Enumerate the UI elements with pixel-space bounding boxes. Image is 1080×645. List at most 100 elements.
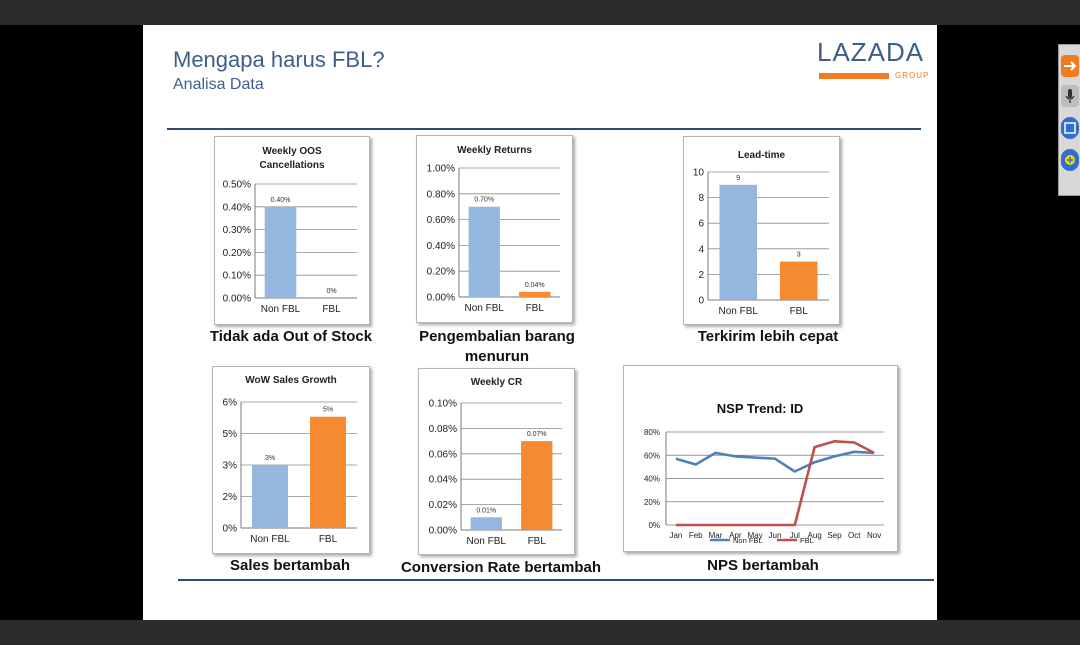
legend-label: FBL (800, 536, 814, 545)
y-tick-label: 0.40% (223, 202, 251, 213)
y-tick-label: 0% (223, 524, 238, 535)
chart-cr-panel: Weekly CR 0.00% 0.02% 0.04% 0.06% 0.08% 0.10% 0… (418, 368, 575, 555)
x-tick-label: Jul (790, 531, 800, 540)
y-tick-label: 0 (698, 296, 704, 307)
x-tick-label: FBL (790, 306, 809, 317)
y-tick-label: 0.08% (429, 424, 457, 435)
y-tick-label: 0.04% (429, 475, 457, 486)
y-tick-label: 6% (223, 398, 238, 409)
logo-text: LAZADA (817, 37, 925, 67)
x-tick-label: Non FBL (467, 536, 507, 547)
slide-title: Mengapa harus FBL? (173, 47, 385, 72)
chart-leadtime: Lead-time 0 2 4 6 8 10 9 Non FBL 3 FBL (693, 150, 829, 317)
x-tick-label: FBL (528, 536, 547, 547)
x-tick-label: Nov (867, 531, 881, 540)
y-tick-label: 20% (644, 498, 660, 507)
y-tick-label: 4 (698, 244, 704, 255)
x-tick-label: Feb (689, 531, 703, 540)
bar-fbl (779, 261, 818, 300)
side-tool-panel (1058, 44, 1080, 196)
slide-subtitle: Analisa Data (173, 76, 264, 93)
caption-leadtime: Terkirim lebih cepat (697, 328, 839, 345)
y-tick-label: 0.10% (429, 399, 457, 410)
microphone-icon[interactable] (1061, 85, 1079, 107)
chart-title: WoW Sales Growth (245, 375, 337, 386)
caption-oos: Tidak ada Out of Stock (209, 328, 373, 345)
bar-non-fbl (719, 184, 758, 300)
bottom-bar (0, 620, 1080, 645)
top-bar (0, 0, 1080, 25)
x-tick-label: Non FBL (719, 306, 759, 317)
y-tick-label: 0.02% (429, 500, 457, 511)
x-tick-label: Jun (769, 531, 782, 540)
bar-non-fbl (470, 517, 502, 530)
y-tick-label: 3% (223, 461, 238, 472)
x-tick-label: Non FBL (250, 534, 290, 545)
x-tick-label: Sep (827, 531, 842, 540)
slide: Mengapa harus FBL? Analisa Data LAZADA G… (143, 25, 937, 620)
y-tick-label: 2% (223, 492, 238, 503)
y-tick-label: 0.60% (427, 215, 455, 226)
data-label: 0.70% (474, 197, 494, 204)
x-tick-label: Aug (808, 531, 822, 540)
chart-title-line-1: Weekly OOS (262, 146, 322, 157)
chart-sales-panel: WoW Sales Growth 0% 2% 3% 5% 6% 3% Non FBL 5% FBL (212, 366, 370, 554)
x-tick-label: FBL (319, 534, 338, 545)
top-divider (167, 128, 921, 130)
bottom-divider (178, 579, 934, 581)
x-tick-label: May (748, 531, 763, 540)
logo-bar (819, 73, 889, 79)
data-label: 3 (797, 252, 801, 259)
x-tick-label: Non FBL (465, 303, 505, 314)
chart-title: Weekly CR (471, 377, 523, 388)
data-label: 3% (265, 455, 275, 462)
x-tick-label: Oct (848, 531, 861, 540)
y-tick-label: 8 (698, 193, 704, 204)
y-tick-label: 2 (698, 270, 704, 281)
y-tick-label: 0.50% (223, 180, 251, 191)
y-tick-label: 0.20% (427, 267, 455, 278)
data-label: 0.04% (525, 282, 545, 289)
x-tick-label: Jan (669, 531, 682, 540)
chart-returns-panel: Weekly Returns 0.00% 0.20% 0.40% 0.60% 0.80% 1… (416, 135, 573, 323)
hand-icon[interactable] (1061, 149, 1079, 171)
y-tick-label: 0.00% (429, 526, 457, 537)
caption-sales: Sales bertambah (229, 557, 351, 574)
y-tick-label: 0.30% (223, 225, 251, 236)
x-tick-label: FBL (322, 304, 341, 315)
caption-returns: Pengembalian barang menurun (419, 328, 575, 365)
arrow-icon[interactable] (1061, 55, 1079, 77)
bar-fbl (310, 416, 346, 528)
y-tick-label: 6 (698, 219, 704, 230)
y-tick-label: 10 (693, 168, 705, 179)
data-label: 0.40% (271, 197, 291, 204)
chart-title: Weekly Returns (457, 145, 532, 156)
x-tick-label: FBL (526, 303, 545, 314)
chart-returns: Weekly Returns 0.00% 0.20% 0.40% 0.60% 0.80% 1… (427, 145, 560, 314)
bar-fbl (521, 441, 553, 530)
y-tick-label: 0.10% (223, 271, 251, 282)
chart-cr: Weekly CR 0.00% 0.02% 0.04% 0.06% 0.08% 0.10% 0… (429, 377, 562, 547)
data-label: 5% (323, 407, 333, 414)
data-label: 9 (736, 175, 740, 182)
chart-oos: Weekly OOS Cancellations 0.00% 0.10% 0.20% 0.… (223, 146, 357, 315)
x-tick-label: Mar (709, 531, 723, 540)
bar-non-fbl (264, 206, 297, 298)
chart-nps: NSP Trend: ID 0% 20% 40% 60% 80% Jan Feb Mar Apr M… (644, 401, 884, 545)
caption-cr: Conversion Rate bertambah (400, 559, 602, 576)
caption-nps: NPS bertambah (707, 557, 819, 574)
y-tick-label: 60% (644, 451, 660, 460)
chart-title: Lead-time (738, 150, 786, 161)
series-line-non-fbl (675, 450, 875, 473)
y-tick-label: 0.00% (427, 293, 455, 304)
y-tick-label: 0.80% (427, 189, 455, 200)
chart-oos-panel: Weekly OOS Cancellations 0.00% 0.10% 0.20% 0.… (214, 136, 370, 325)
chart-title: NSP Trend: ID (717, 401, 803, 416)
chart-title-line-2: Cancellations (259, 160, 324, 171)
lazada-logo: LAZADA GROUP (817, 37, 928, 80)
window-icon[interactable] (1061, 117, 1079, 139)
y-tick-label: 0.20% (223, 248, 251, 259)
x-tick-label: Apr (729, 531, 742, 540)
y-tick-label: 80% (644, 428, 660, 437)
y-tick-label: 0% (648, 521, 660, 530)
